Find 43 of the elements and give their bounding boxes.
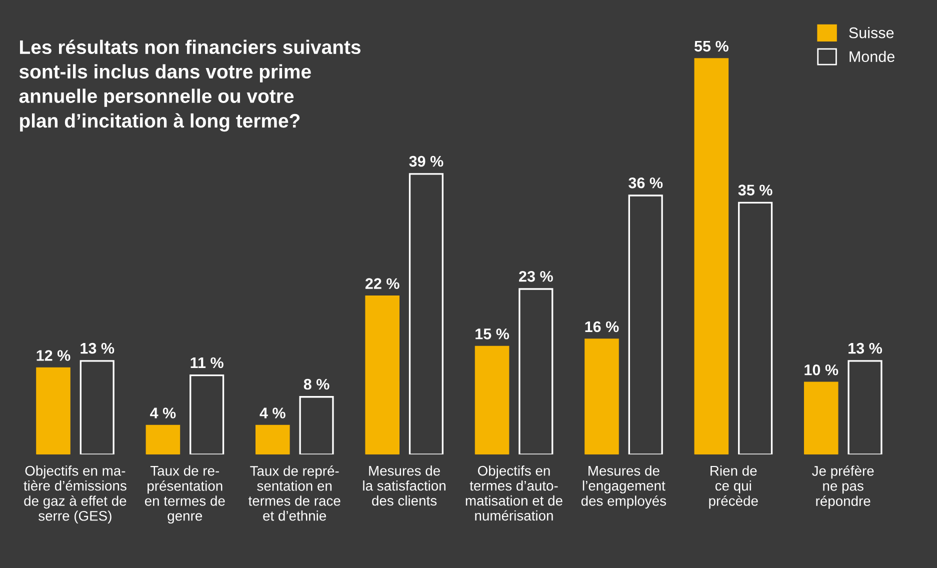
data-label: 13 % bbox=[80, 342, 114, 354]
x-tick-label: Rien de ce qui précède bbox=[709, 466, 758, 509]
bar bbox=[255, 424, 290, 454]
data-label: 22 % bbox=[365, 278, 400, 289]
bar bbox=[146, 424, 180, 454]
bar bbox=[36, 367, 70, 454]
data-label: 16 % bbox=[585, 321, 619, 332]
data-label: 39 % bbox=[409, 156, 444, 167]
data-label: 35 % bbox=[738, 184, 772, 196]
x-tick-label: Objectifs en ma- tière d’émissions de gaz à effet de serre (GES) bbox=[24, 466, 126, 524]
bar bbox=[738, 202, 773, 454]
data-label: 23 % bbox=[519, 270, 553, 282]
text: Les résultats non financiers suivants sont-ils inclus dans votre prime annuelle personnelle ou votre plan d’incitation à long terme? bbox=[19, 40, 360, 132]
legend-label: Monde bbox=[850, 50, 894, 62]
bar bbox=[848, 360, 882, 454]
data-label: 15 % bbox=[476, 328, 510, 340]
data-label: 55 % bbox=[694, 40, 728, 52]
bar bbox=[474, 346, 510, 454]
data-label: 8 % bbox=[304, 378, 330, 390]
x-tick-label: Je préfère ne pas répondre bbox=[812, 466, 874, 509]
bar bbox=[365, 295, 400, 454]
data-label: 12 % bbox=[36, 350, 70, 361]
bar bbox=[518, 288, 554, 454]
bar bbox=[408, 173, 444, 454]
bar bbox=[299, 396, 334, 454]
x-tick-label: Taux de re- présentation en termes de genre bbox=[144, 466, 225, 524]
x-tick-label: Mesures de la satisfaction des clients bbox=[363, 466, 446, 506]
bar bbox=[628, 194, 663, 454]
data-label: 4 % bbox=[150, 408, 176, 418]
x-tick-label: Objectifs en termes d’auto- matisation et de numérisation bbox=[466, 466, 562, 521]
legend-label: Suisse bbox=[849, 27, 894, 38]
data-label: 36 % bbox=[628, 177, 663, 188]
x-tick-label: Mesures de l’engagement des employés bbox=[581, 466, 666, 509]
bar bbox=[190, 374, 224, 454]
bar bbox=[584, 338, 619, 454]
data-label: 13 % bbox=[848, 342, 882, 354]
bar bbox=[694, 58, 729, 454]
x-tick-label: Taux de repré- sentation en termes de race et d’ethnie bbox=[248, 466, 340, 521]
data-label: 11 % bbox=[190, 357, 224, 368]
bar bbox=[804, 382, 838, 454]
data-label: 4 % bbox=[260, 408, 286, 418]
bar bbox=[80, 360, 114, 454]
data-label: 10 % bbox=[804, 364, 838, 376]
